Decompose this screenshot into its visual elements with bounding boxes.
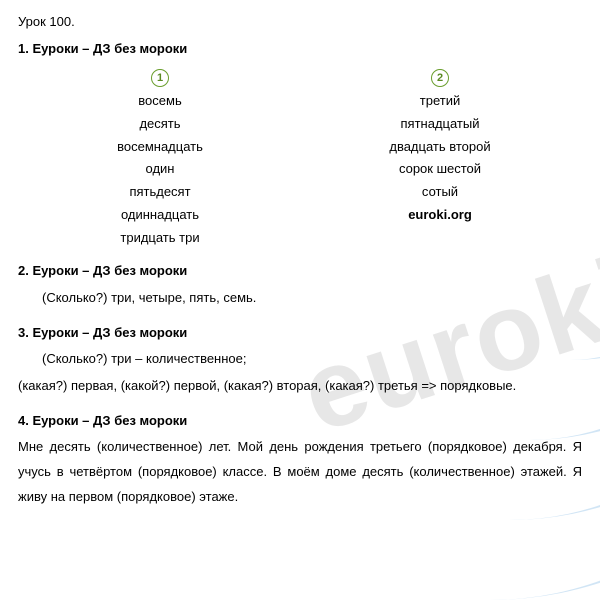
list-item: сорок шестой: [360, 158, 520, 181]
section-1-title: 1. Еуроки – ДЗ без мороки: [18, 37, 582, 62]
section-2-answer: (Сколько?) три, четыре, пять, семь.: [18, 286, 582, 311]
section-3-line1: (Сколько?) три – количественное;: [18, 347, 582, 372]
content: Урок 100. 1. Еуроки – ДЗ без мороки 1 во…: [18, 10, 582, 510]
column-1: 1 восемь десять восемнадцать один пятьде…: [80, 65, 240, 249]
section-4-answer: Мне десять (количественное) лет. Мой ден…: [18, 435, 582, 509]
list-item: двадцать второй: [360, 136, 520, 159]
section-3-title: 3. Еуроки – ДЗ без мороки: [18, 321, 582, 346]
list-item: тридцать три: [80, 227, 240, 250]
section-4-title: 4. Еуроки – ДЗ без мороки: [18, 409, 582, 434]
page: euroki Урок 100. 1. Еуроки – ДЗ без моро…: [0, 0, 600, 600]
source-link: euroki.org: [360, 204, 520, 227]
column-1-badge: 1: [151, 69, 169, 87]
column-2: 2 третий пятнадцатый двадцать второй сор…: [360, 65, 520, 249]
list-item: одиннадцать: [80, 204, 240, 227]
section-2-title: 2. Еуроки – ДЗ без мороки: [18, 259, 582, 284]
list-item: один: [80, 158, 240, 181]
list-item: сотый: [360, 181, 520, 204]
list-item: десять: [80, 113, 240, 136]
list-item: пятьдесят: [80, 181, 240, 204]
section-3-line2: (какая?) первая, (какой?) первой, (какая…: [18, 374, 582, 399]
list-item: восемь: [80, 90, 240, 113]
list-item: восемнадцать: [80, 136, 240, 159]
list-item: пятнадцатый: [360, 113, 520, 136]
list-item: третий: [360, 90, 520, 113]
lesson-title: Урок 100.: [18, 10, 582, 35]
two-column-list: 1 восемь десять восемнадцать один пятьде…: [18, 65, 582, 249]
column-2-badge: 2: [431, 69, 449, 87]
